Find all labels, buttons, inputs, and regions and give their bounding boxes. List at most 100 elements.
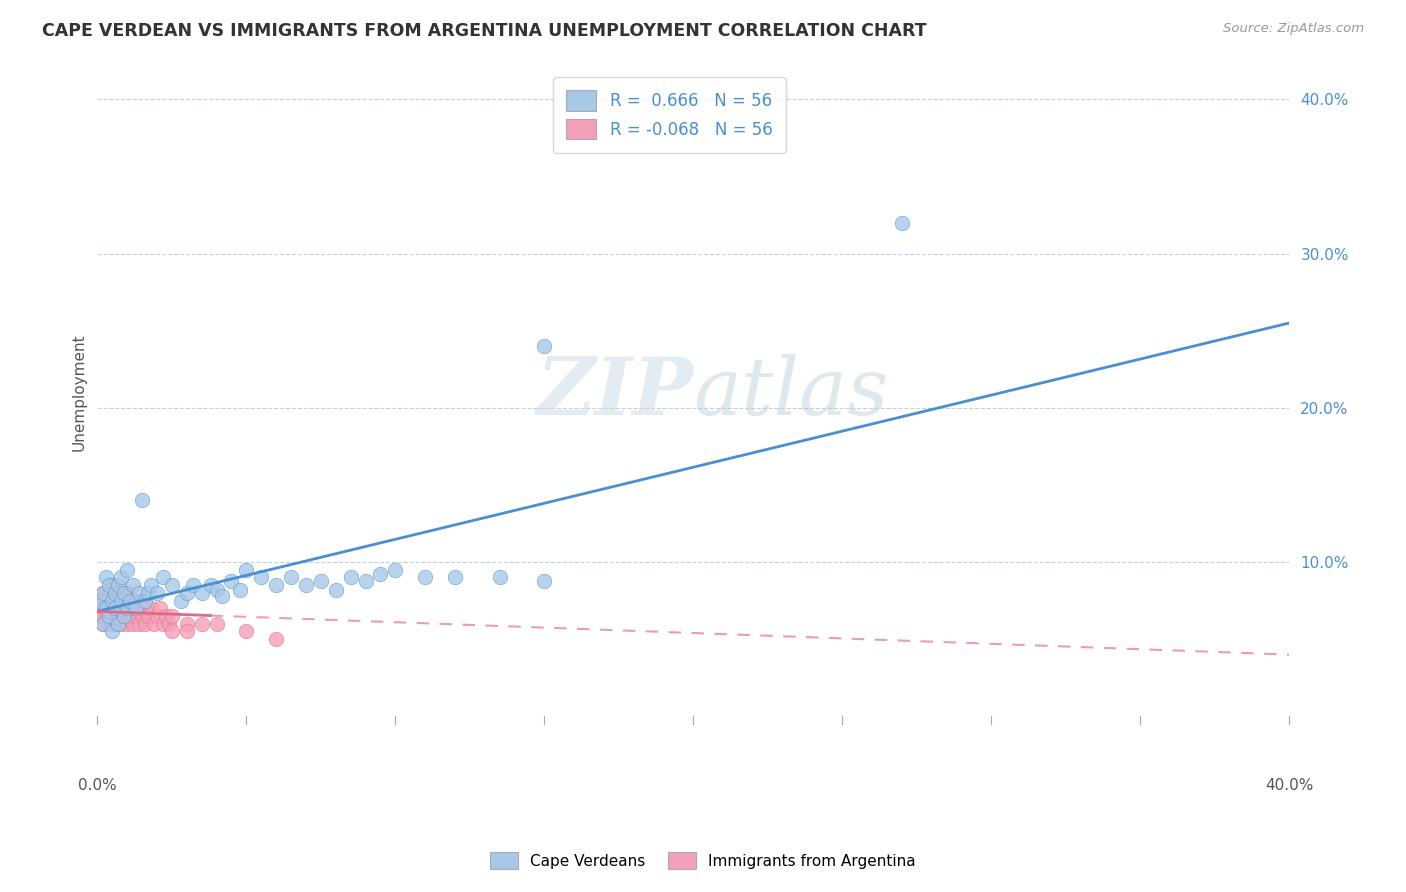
Point bbox=[190, 616, 212, 631]
Point bbox=[295, 578, 318, 592]
Point bbox=[110, 570, 132, 584]
Point bbox=[120, 593, 142, 607]
Point bbox=[122, 578, 145, 592]
Point bbox=[128, 601, 150, 615]
Point bbox=[131, 593, 153, 607]
Point bbox=[112, 586, 135, 600]
Point bbox=[131, 609, 153, 624]
Text: Source: ZipAtlas.com: Source: ZipAtlas.com bbox=[1223, 22, 1364, 36]
Point bbox=[160, 578, 183, 592]
Point bbox=[107, 616, 129, 631]
Point bbox=[354, 574, 377, 588]
Point bbox=[112, 609, 135, 624]
Y-axis label: Unemployment: Unemployment bbox=[72, 334, 86, 451]
Point bbox=[125, 601, 148, 615]
Legend: R =  0.666   N = 56, R = -0.068   N = 56: R = 0.666 N = 56, R = -0.068 N = 56 bbox=[553, 77, 786, 153]
Point bbox=[134, 616, 156, 631]
Point bbox=[96, 570, 118, 584]
Point bbox=[115, 563, 138, 577]
Text: 0.0%: 0.0% bbox=[77, 778, 117, 793]
Point bbox=[110, 593, 132, 607]
Point bbox=[149, 601, 172, 615]
Point bbox=[250, 570, 273, 584]
Point bbox=[160, 609, 183, 624]
Point bbox=[112, 609, 135, 624]
Point bbox=[101, 593, 124, 607]
Point bbox=[89, 593, 111, 607]
Point bbox=[122, 616, 145, 631]
Text: CAPE VERDEAN VS IMMIGRANTS FROM ARGENTINA UNEMPLOYMENT CORRELATION CHART: CAPE VERDEAN VS IMMIGRANTS FROM ARGENTIN… bbox=[42, 22, 927, 40]
Point bbox=[890, 216, 912, 230]
Point bbox=[107, 593, 129, 607]
Point bbox=[91, 616, 114, 631]
Point bbox=[205, 616, 228, 631]
Point bbox=[533, 574, 555, 588]
Legend: Cape Verdeans, Immigrants from Argentina: Cape Verdeans, Immigrants from Argentina bbox=[484, 846, 922, 875]
Point bbox=[152, 570, 174, 584]
Point bbox=[98, 578, 121, 592]
Point bbox=[115, 601, 138, 615]
Point bbox=[134, 593, 156, 607]
Point bbox=[211, 589, 233, 603]
Point bbox=[370, 567, 392, 582]
Point bbox=[143, 616, 166, 631]
Point bbox=[325, 582, 347, 597]
Point bbox=[205, 582, 228, 597]
Point bbox=[413, 570, 436, 584]
Point bbox=[309, 574, 332, 588]
Point bbox=[176, 616, 198, 631]
Point bbox=[115, 586, 138, 600]
Point bbox=[89, 593, 111, 607]
Point bbox=[235, 563, 257, 577]
Point bbox=[96, 609, 118, 624]
Point bbox=[107, 586, 129, 600]
Point bbox=[96, 586, 118, 600]
Point bbox=[146, 609, 169, 624]
Point bbox=[176, 624, 198, 639]
Point bbox=[139, 578, 162, 592]
Point bbox=[533, 339, 555, 353]
Point bbox=[157, 616, 180, 631]
Point bbox=[96, 601, 118, 615]
Point bbox=[120, 593, 142, 607]
Point bbox=[98, 601, 121, 615]
Point bbox=[96, 593, 118, 607]
Point bbox=[91, 586, 114, 600]
Point bbox=[120, 609, 142, 624]
Point bbox=[98, 616, 121, 631]
Point bbox=[136, 586, 159, 600]
Point bbox=[104, 601, 127, 615]
Point bbox=[104, 586, 127, 600]
Point bbox=[91, 586, 114, 600]
Point bbox=[221, 574, 243, 588]
Point bbox=[122, 601, 145, 615]
Point bbox=[101, 624, 124, 639]
Point bbox=[125, 609, 148, 624]
Point bbox=[125, 593, 148, 607]
Point bbox=[200, 578, 222, 592]
Point bbox=[91, 616, 114, 631]
Point bbox=[104, 586, 127, 600]
Point bbox=[101, 578, 124, 592]
Point bbox=[104, 601, 127, 615]
Point bbox=[112, 586, 135, 600]
Point bbox=[152, 616, 174, 631]
Point bbox=[444, 570, 467, 584]
Point bbox=[146, 586, 169, 600]
Point bbox=[280, 570, 302, 584]
Point bbox=[134, 601, 156, 615]
Point bbox=[176, 586, 198, 600]
Point bbox=[110, 593, 132, 607]
Point bbox=[131, 493, 153, 508]
Point bbox=[488, 570, 510, 584]
Point bbox=[115, 616, 138, 631]
Point bbox=[107, 578, 129, 592]
Point bbox=[89, 609, 111, 624]
Point bbox=[115, 601, 138, 615]
Point bbox=[160, 624, 183, 639]
Point bbox=[235, 624, 257, 639]
Point bbox=[139, 601, 162, 615]
Point bbox=[98, 609, 121, 624]
Text: atlas: atlas bbox=[693, 353, 889, 431]
Point bbox=[264, 632, 287, 647]
